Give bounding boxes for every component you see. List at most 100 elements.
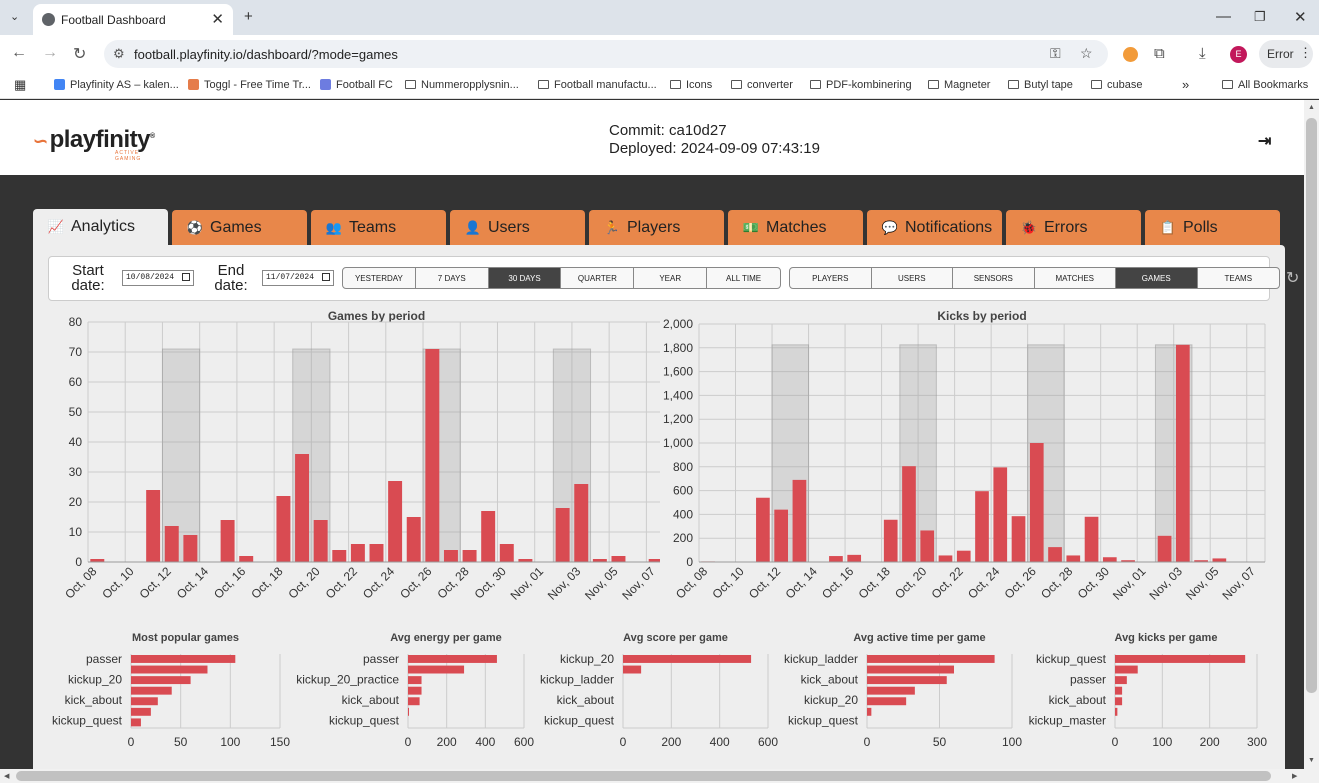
vertical-scroll-thumb[interactable]: [1306, 118, 1317, 693]
football-icon: ⚽: [186, 220, 204, 235]
tab-matches[interactable]: 💵 Matches: [728, 210, 863, 245]
error-label: Error: [1267, 47, 1294, 61]
data-bar: [1011, 516, 1026, 562]
kicks-by-period-chart: Kicks by period 0 200 400 600 800 1,000 1,200 1,…: [663, 309, 1266, 603]
bookmark-item[interactable]: Icons: [670, 79, 712, 91]
logout-icon[interactable]: ⇥: [1258, 133, 1272, 150]
profile-avatar[interactable]: E: [1230, 46, 1247, 63]
period-yesterday-button[interactable]: YESTERDAY: [343, 268, 416, 288]
y-tick-label: 0: [686, 555, 693, 569]
refresh-icon[interactable]: ↻: [1286, 270, 1300, 287]
x-tick-label: Nov, 05: [1183, 564, 1222, 603]
site-favicon-icon: [320, 79, 331, 90]
restore-icon[interactable]: ❐: [1254, 9, 1266, 24]
tab-games[interactable]: ⚽ Games: [172, 210, 307, 245]
more-bookmarks-icon[interactable]: »: [1182, 77, 1190, 92]
y-category-label: kickup_master: [1029, 714, 1106, 728]
browser-tab[interactable]: Football Dashboard ✕: [33, 4, 233, 35]
tab-notifications[interactable]: 💬 Notifications: [867, 210, 1002, 245]
playfinity-logo[interactable]: ∽playfinity® ACTIVE GAMING: [33, 126, 155, 162]
y-tick-label: 40: [69, 435, 83, 449]
tab-search-icon[interactable]: ⌄: [10, 11, 20, 23]
bookmark-item[interactable]: cubase: [1091, 79, 1142, 91]
x-tick-label: Nov, 05: [582, 564, 621, 603]
x-tick-label: Oct, 20: [286, 564, 323, 601]
mode-teams-button[interactable]: TEAMS: [1224, 273, 1253, 283]
people-group-icon: 👥: [325, 220, 343, 235]
tab-teams[interactable]: 👥 Teams: [311, 210, 446, 245]
horizontal-scroll-thumb[interactable]: [16, 771, 1271, 781]
mode-players-button[interactable]: PLAYERS: [790, 268, 872, 288]
period-30-days-button[interactable]: 30 DAYS: [488, 268, 562, 288]
tab-analytics[interactable]: 📈 Analytics: [33, 209, 168, 246]
tab-players[interactable]: 🏃 Players: [589, 210, 724, 245]
address-bar[interactable]: ⚙ football.playfinity.io/dashboard/?mode…: [104, 40, 1108, 68]
x-tick-label: 400: [475, 735, 495, 749]
new-tab-icon[interactable]: +: [244, 8, 253, 25]
x-tick-label: 0: [1112, 735, 1119, 749]
bookmark-item[interactable]: PDF-kombinering: [810, 79, 912, 91]
scroll-left-icon[interactable]: ◀: [4, 773, 10, 780]
mode-button-group: PLAYERS USERS SENSORS MATCHES GAMES TEAMS: [789, 267, 1280, 289]
chart-title: Avg energy per game: [390, 632, 501, 644]
bookmark-star-icon[interactable]: ☆: [1080, 45, 1093, 61]
extensions-puzzle-icon[interactable]: ⧉: [1154, 45, 1165, 62]
site-info-icon[interactable]: ⚙: [113, 46, 125, 61]
bookmark-item[interactable]: Football manufactu...: [538, 79, 657, 91]
mode-games-button[interactable]: GAMES: [1116, 268, 1198, 288]
data-bar: [867, 707, 872, 716]
x-tick-label: 600: [758, 735, 778, 749]
x-tick-label: 200: [1200, 735, 1220, 749]
scroll-up-icon[interactable]: ▲: [1308, 104, 1315, 111]
bookmark-item[interactable]: Nummeropplysnin...: [405, 79, 519, 91]
forward-icon[interactable]: →: [42, 44, 58, 61]
running-person-icon: 🏃: [603, 220, 621, 235]
bookmark-item[interactable]: Toggl - Free Time Tr...: [188, 79, 311, 91]
end-date-input[interactable]: 11/07/2024: [262, 270, 334, 286]
minimize-icon[interactable]: —: [1216, 8, 1231, 25]
period-7-days-button[interactable]: 7 DAYS: [416, 268, 489, 288]
start-label-line1: Start: [72, 262, 104, 279]
tab-label: Analytics: [71, 218, 136, 235]
data-bar: [388, 481, 403, 562]
period-year-button[interactable]: YEAR: [634, 268, 708, 288]
key-icon[interactable]: ⚿: [1050, 45, 1061, 61]
x-tick-label: 100: [1152, 735, 1172, 749]
mode-users-button[interactable]: USERS: [872, 268, 953, 288]
mode-matches-button[interactable]: MATCHES: [1035, 268, 1116, 288]
tab-errors[interactable]: 🐞 Errors: [1006, 210, 1141, 245]
y-tick-label: 400: [673, 507, 693, 521]
period-all-time-button[interactable]: ALL TIME: [725, 273, 762, 283]
scroll-down-icon[interactable]: ▼: [1308, 757, 1315, 764]
download-icon[interactable]: ⤓: [1199, 45, 1206, 62]
bookmark-item[interactable]: Playfinity AS – kalen...: [54, 79, 179, 91]
period-quarter-button[interactable]: QUARTER: [561, 268, 635, 288]
bookmark-item[interactable]: Football FC: [320, 79, 393, 91]
error-button[interactable]: Error ⋮: [1259, 40, 1313, 68]
back-icon[interactable]: ←: [11, 44, 27, 61]
extension-icon[interactable]: [1123, 47, 1138, 62]
tab-label: Matches: [766, 219, 827, 236]
tab-users[interactable]: 👤 Users: [450, 210, 585, 245]
x-tick-label: Oct, 30: [1075, 564, 1112, 601]
close-tab-icon[interactable]: ✕: [211, 11, 224, 28]
data-bar: [956, 550, 971, 562]
tab-polls[interactable]: 📋 Polls: [1145, 210, 1280, 245]
scroll-right-icon[interactable]: ▶: [1292, 773, 1298, 780]
bookmark-item[interactable]: Magneter: [928, 79, 990, 91]
data-bar: [1066, 555, 1081, 562]
bookmark-item[interactable]: Butyl tape: [1008, 79, 1073, 91]
data-bar: [131, 697, 158, 706]
data-bar: [829, 556, 843, 562]
x-tick-label: Oct, 26: [1002, 564, 1039, 601]
reload-icon[interactable]: ↻: [73, 46, 87, 63]
all-bookmarks-button[interactable]: All Bookmarks: [1222, 79, 1308, 91]
bookmark-label: Nummeropplysnin...: [421, 79, 519, 91]
logo-subtitle: ACTIVE GAMING: [115, 150, 142, 162]
mode-sensors-button[interactable]: SENSORS: [953, 268, 1035, 288]
bookmark-item[interactable]: converter: [731, 79, 793, 91]
tab-label: Players: [627, 219, 681, 236]
start-date-input[interactable]: 10/08/2024: [122, 270, 194, 286]
close-window-icon[interactable]: ✕: [1294, 9, 1307, 26]
apps-grid-icon[interactable]: ▦: [14, 77, 27, 92]
